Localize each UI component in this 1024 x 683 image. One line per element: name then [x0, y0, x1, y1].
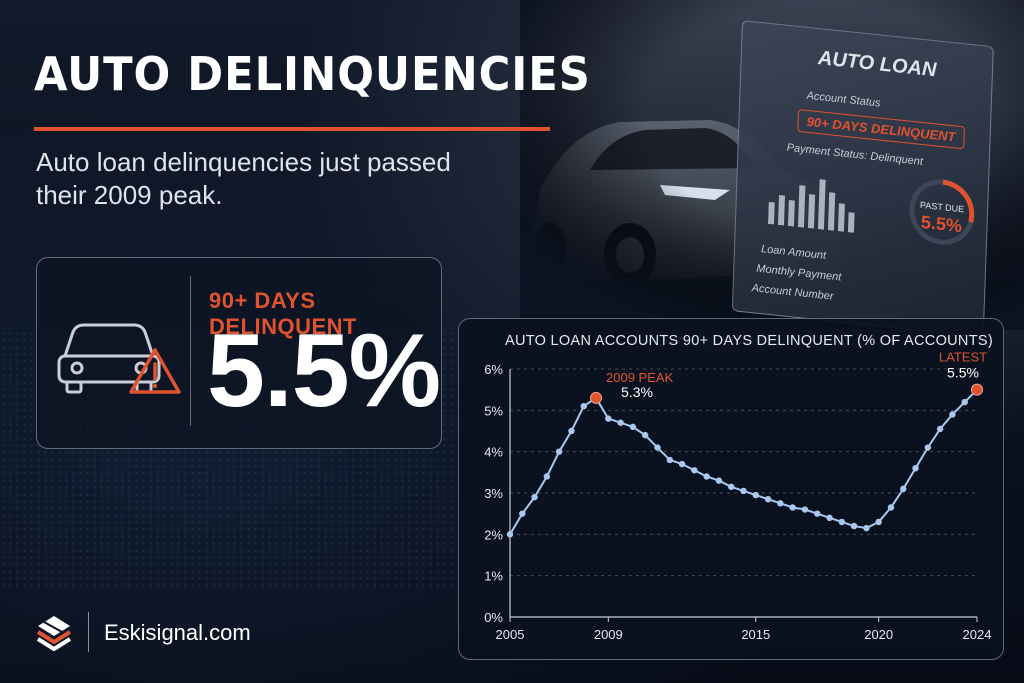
data-point	[703, 473, 710, 480]
annotation-label: 2009 PEAK	[606, 370, 674, 385]
line-chart: 0% 1% 2% 3% 4% 5% 6% 2005 2009 2015 2020 2024 2009 P…	[484, 350, 992, 642]
data-point	[863, 524, 870, 532]
highlight-point	[971, 383, 983, 396]
y-tick-label: 6%	[484, 362, 503, 377]
annotation-value: 5.3%	[621, 384, 653, 400]
data-point	[605, 415, 612, 422]
data-point	[519, 510, 526, 517]
y-tick-label: 4%	[484, 445, 503, 460]
data-point	[580, 403, 587, 410]
x-tick-label: 2020	[864, 627, 893, 642]
stat-value: 5.5%	[207, 313, 441, 429]
data-point	[543, 473, 551, 480]
document-title: AUTO LOAN	[817, 47, 937, 82]
data-point	[764, 496, 772, 503]
mini-bar-chart-icon	[767, 179, 855, 233]
payment-status-text: Payment Status: Delinquent	[786, 141, 924, 169]
x-tick-label: 2009	[594, 627, 623, 642]
data-point	[568, 427, 575, 435]
data-point	[555, 448, 563, 455]
footer-divider	[88, 612, 89, 652]
y-tick-label: 0%	[484, 610, 503, 625]
data-point	[961, 398, 968, 406]
data-point	[678, 460, 686, 468]
data-point	[912, 465, 919, 472]
stat-card: 90+ DAYS DELINQUENT 5.5%	[36, 257, 442, 449]
data-point	[875, 518, 882, 526]
data-point	[838, 518, 846, 526]
doc-field-monthly-payment: Monthly Payment	[756, 262, 842, 284]
doc-field-loan-amount: Loan Amount	[760, 243, 827, 262]
y-tick-label: 1%	[484, 569, 503, 584]
data-point	[777, 500, 784, 507]
data-point	[801, 506, 809, 513]
data-point	[826, 514, 833, 521]
data-point	[506, 531, 514, 538]
eskisignal-logo-icon	[36, 616, 72, 651]
data-point	[641, 431, 649, 439]
title-underline	[34, 127, 550, 131]
highlight-point	[590, 391, 603, 404]
chart-title: AUTO LOAN ACCOUNTS 90+ DAYS DELINQUENT (…	[505, 333, 993, 349]
chart-card: AUTO LOAN ACCOUNTS 90+ DAYS DELINQUENT (…	[458, 318, 1004, 660]
brand-name: Eskisignal.com	[104, 620, 251, 645]
stat-label: 90+ DAYS DELINQUENT	[209, 288, 357, 339]
annotation-value: 5.5%	[947, 365, 979, 381]
data-point	[691, 467, 698, 474]
doc-field-account-number: Account Number	[751, 282, 834, 303]
y-tick-label: 3%	[484, 486, 503, 501]
data-point	[617, 419, 624, 426]
data-point	[949, 411, 956, 418]
page-title: AUTO DELINQUENCIES	[34, 47, 591, 101]
auto-loan-document: AUTO LOAN Account Status 90+ DAYS DELINQ…	[731, 20, 994, 338]
y-tick-label: 2%	[484, 527, 503, 542]
data-point	[531, 493, 538, 501]
x-tick-label: 2024	[963, 627, 992, 642]
data-point	[715, 477, 723, 484]
data-point	[900, 485, 907, 493]
data-point	[728, 483, 735, 490]
x-tick-label: 2005	[496, 627, 525, 642]
data-point	[752, 491, 759, 499]
data-point	[814, 510, 821, 517]
series-line	[509, 388, 978, 535]
data-point	[924, 444, 932, 451]
delinquent-badge: 90+ DAYS DELINQUENT	[797, 108, 965, 150]
data-point	[654, 444, 661, 451]
page-subtitle: Auto loan delinquencies just passed thei…	[36, 147, 451, 210]
data-point	[666, 456, 673, 464]
data-point	[629, 423, 637, 431]
x-tick-label: 2015	[741, 627, 770, 642]
account-status-label: Account Status	[806, 89, 881, 110]
data-point	[850, 522, 858, 530]
data-point	[887, 504, 895, 511]
y-tick-label: 5%	[484, 403, 503, 418]
data-point	[789, 504, 796, 511]
past-due-ring-icon	[909, 179, 975, 245]
data-point	[936, 425, 944, 433]
annotation-label: LATEST	[939, 350, 987, 365]
car-warning-icon	[57, 323, 181, 394]
stat-divider	[190, 276, 191, 426]
data-point	[740, 487, 747, 495]
